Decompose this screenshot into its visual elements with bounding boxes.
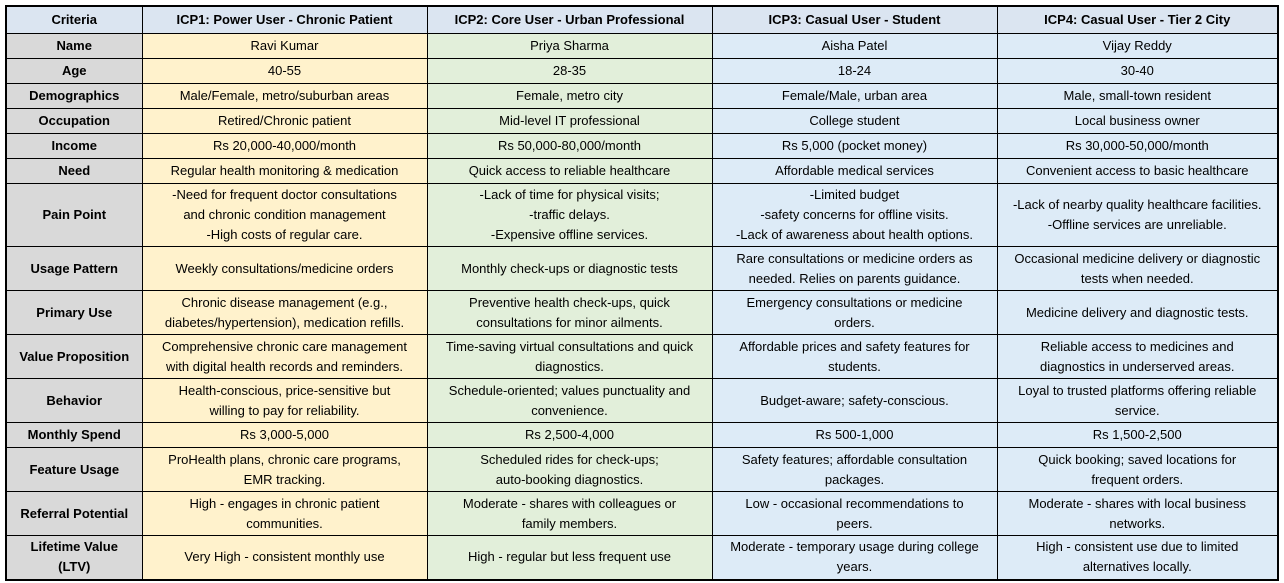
- cell-icp2[interactable]: Time-saving virtual consultations and qu…: [426, 334, 713, 379]
- cell-icp2[interactable]: Monthly check-ups or diagnostic tests: [426, 246, 713, 291]
- table-row: Monthly Spend Rs 3,000-5,000 Rs 2,500-4,00…: [5, 422, 1279, 448]
- table-row: Behavior Health-conscious, price-sensitiv…: [5, 378, 1279, 423]
- row-label[interactable]: Need: [5, 158, 143, 184]
- row-label[interactable]: Demographics: [5, 83, 143, 109]
- cell-icp3[interactable]: College student: [711, 108, 998, 134]
- row-label[interactable]: Occupation: [5, 108, 143, 134]
- table-row: Age 40-55 28-35 18-24 30-40: [5, 58, 1279, 84]
- row-label[interactable]: Name: [5, 33, 143, 59]
- cell-icp4[interactable]: Rs 30,000-50,000/month: [996, 133, 1279, 159]
- row-label[interactable]: Referral Potential: [5, 491, 143, 536]
- cell-icp3[interactable]: Affordable prices and safety features fo…: [711, 334, 998, 379]
- cell-icp3[interactable]: Affordable medical services: [711, 158, 998, 184]
- cell-icp2[interactable]: Moderate - shares with colleagues or fam…: [426, 491, 713, 536]
- cell-icp3[interactable]: Safety features; affordable consultation…: [711, 447, 998, 492]
- cell-icp2[interactable]: -Lack of time for physical visits; -traf…: [426, 183, 713, 247]
- cell-icp2[interactable]: Quick access to reliable healthcare: [426, 158, 713, 184]
- cell-icp1[interactable]: Regular health monitoring & medication: [141, 158, 428, 184]
- row-label[interactable]: Monthly Spend: [5, 422, 143, 448]
- row-label[interactable]: Income: [5, 133, 143, 159]
- cell-icp2[interactable]: 28-35: [426, 58, 713, 84]
- icp-table: Criteria ICP1: Power User - Chronic Pati…: [5, 5, 1279, 581]
- row-label[interactable]: Usage Pattern: [5, 246, 143, 291]
- cell-icp3[interactable]: Moderate - temporary usage during colleg…: [711, 535, 998, 580]
- table-row: Demographics Male/Female, metro/suburban …: [5, 83, 1279, 109]
- cell-icp1[interactable]: ProHealth plans, chronic care programs, …: [141, 447, 428, 492]
- cell-icp3[interactable]: Emergency consultations or medicine orde…: [711, 290, 998, 335]
- table-row: Name Ravi Kumar Priya Sharma Aisha Patel Vij…: [5, 33, 1279, 59]
- cell-icp4[interactable]: Occasional medicine delivery or diagnost…: [996, 246, 1279, 291]
- table-row: Lifetime Value (LTV) Very High - consiste…: [5, 535, 1279, 580]
- cell-icp2[interactable]: Preventive health check-ups, quick consu…: [426, 290, 713, 335]
- header-icp4[interactable]: ICP4: Casual User - Tier 2 City: [996, 5, 1279, 34]
- header-row: Criteria ICP1: Power User - Chronic Pati…: [5, 5, 1279, 34]
- cell-icp2[interactable]: Priya Sharma: [426, 33, 713, 59]
- cell-icp3[interactable]: Budget-aware; safety-conscious.: [711, 378, 998, 423]
- cell-icp1[interactable]: Retired/Chronic patient: [141, 108, 428, 134]
- cell-icp3[interactable]: Female/Male, urban area: [711, 83, 998, 109]
- cell-icp4[interactable]: Vijay Reddy: [996, 33, 1279, 59]
- table-row: Pain Point -Need for frequent doctor cons…: [5, 183, 1279, 247]
- row-label[interactable]: Primary Use: [5, 290, 143, 335]
- cell-icp1[interactable]: Comprehensive chronic care management wi…: [141, 334, 428, 379]
- cell-icp4[interactable]: Medicine delivery and diagnostic tests.: [996, 290, 1279, 335]
- cell-icp4[interactable]: Local business owner: [996, 108, 1279, 134]
- cell-icp4[interactable]: 30-40: [996, 58, 1279, 84]
- row-label[interactable]: Value Proposition: [5, 334, 143, 379]
- cell-icp1[interactable]: Rs 20,000-40,000/month: [141, 133, 428, 159]
- table-row: Referral Potential High - engages in chro…: [5, 491, 1279, 536]
- cell-icp3[interactable]: 18-24: [711, 58, 998, 84]
- cell-icp1[interactable]: -Need for frequent doctor consultations …: [141, 183, 428, 247]
- table-row: Need Regular health monitoring & medicati…: [5, 158, 1279, 184]
- cell-icp1[interactable]: Rs 3,000-5,000: [141, 422, 428, 448]
- table-row: Feature Usage ProHealth plans, chronic ca…: [5, 447, 1279, 492]
- cell-icp3[interactable]: Rs 5,000 (pocket money): [711, 133, 998, 159]
- cell-icp1[interactable]: Very High - consistent monthly use: [141, 535, 428, 580]
- cell-icp2[interactable]: High - regular but less frequent use: [426, 535, 713, 580]
- cell-icp1[interactable]: Ravi Kumar: [141, 33, 428, 59]
- cell-icp4[interactable]: Rs 1,500-2,500: [996, 422, 1279, 448]
- row-label[interactable]: Age: [5, 58, 143, 84]
- cell-icp3[interactable]: Low - occasional recommendations to peer…: [711, 491, 998, 536]
- header-icp1[interactable]: ICP1: Power User - Chronic Patient: [141, 5, 428, 34]
- cell-icp2[interactable]: Rs 2,500-4,000: [426, 422, 713, 448]
- table-row: Value Proposition Comprehensive chronic c…: [5, 334, 1279, 379]
- row-label[interactable]: Feature Usage: [5, 447, 143, 492]
- cell-icp2[interactable]: Scheduled rides for check-ups; auto-book…: [426, 447, 713, 492]
- cell-icp1[interactable]: 40-55: [141, 58, 428, 84]
- table-row: Usage Pattern Weekly consultations/medici…: [5, 246, 1279, 291]
- cell-icp1[interactable]: Weekly consultations/medicine orders: [141, 246, 428, 291]
- table-row: Occupation Retired/Chronic patient Mid-lev…: [5, 108, 1279, 134]
- icp-comparison-sheet: Criteria ICP1: Power User - Chronic Pati…: [5, 5, 1279, 581]
- cell-icp2[interactable]: Mid-level IT professional: [426, 108, 713, 134]
- cell-icp4[interactable]: High - consistent use due to limited alt…: [996, 535, 1279, 580]
- table-body: Name Ravi Kumar Priya Sharma Aisha Patel Vij…: [5, 33, 1279, 580]
- cell-icp1[interactable]: Health-conscious, price-sensitive but wi…: [141, 378, 428, 423]
- cell-icp3[interactable]: Rs 500-1,000: [711, 422, 998, 448]
- cell-icp4[interactable]: Quick booking; saved locations for frequ…: [996, 447, 1279, 492]
- cell-icp4[interactable]: Reliable access to medicines and diagnos…: [996, 334, 1279, 379]
- cell-icp2[interactable]: Female, metro city: [426, 83, 713, 109]
- cell-icp1[interactable]: High - engages in chronic patient commun…: [141, 491, 428, 536]
- cell-icp4[interactable]: Convenient access to basic healthcare: [996, 158, 1279, 184]
- table-row: Primary Use Chronic disease management (e…: [5, 290, 1279, 335]
- header-criteria[interactable]: Criteria: [5, 5, 143, 34]
- row-label[interactable]: Pain Point: [5, 183, 143, 247]
- cell-icp1[interactable]: Chronic disease management (e.g., diabet…: [141, 290, 428, 335]
- cell-icp3[interactable]: Rare consultations or medicine orders as…: [711, 246, 998, 291]
- cell-icp3[interactable]: -Limited budget -safety concerns for off…: [711, 183, 998, 247]
- header-icp3[interactable]: ICP3: Casual User - Student: [711, 5, 998, 34]
- header-icp2[interactable]: ICP2: Core User - Urban Professional: [426, 5, 713, 34]
- row-label[interactable]: Behavior: [5, 378, 143, 423]
- cell-icp3[interactable]: Aisha Patel: [711, 33, 998, 59]
- cell-icp1[interactable]: Male/Female, metro/suburban areas: [141, 83, 428, 109]
- cell-icp2[interactable]: Rs 50,000-80,000/month: [426, 133, 713, 159]
- table-row: Income Rs 20,000-40,000/month Rs 50,000-80…: [5, 133, 1279, 159]
- cell-icp4[interactable]: -Lack of nearby quality healthcare facil…: [996, 183, 1279, 247]
- cell-icp4[interactable]: Male, small-town resident: [996, 83, 1279, 109]
- cell-icp4[interactable]: Loyal to trusted platforms offering reli…: [996, 378, 1279, 423]
- row-label[interactable]: Lifetime Value (LTV): [5, 535, 143, 580]
- cell-icp2[interactable]: Schedule-oriented; values punctuality an…: [426, 378, 713, 423]
- cell-icp4[interactable]: Moderate - shares with local business ne…: [996, 491, 1279, 536]
